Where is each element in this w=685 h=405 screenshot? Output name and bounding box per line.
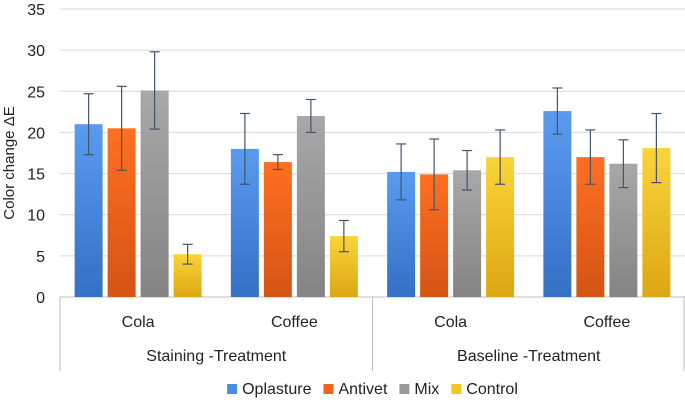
y-tick-label: 20 bbox=[27, 125, 45, 142]
y-tick-label: 15 bbox=[27, 167, 45, 184]
x-axis: Cola Coffee Cola Coffee Staining -Treatment B… bbox=[59, 297, 685, 371]
category-label: Coffee bbox=[271, 314, 318, 331]
legend-label: Antivet bbox=[338, 381, 387, 398]
legend-swatch-control bbox=[451, 384, 462, 394]
category-label: Cola bbox=[122, 314, 155, 331]
bar-oplasture-coffee bbox=[543, 111, 572, 297]
y-axis-title: Color change ΔE bbox=[1, 106, 18, 219]
group-label: Baseline -Treatment bbox=[457, 348, 601, 365]
legend: Oplasture Antivet Mix Control bbox=[227, 381, 518, 398]
bar-mix-cola bbox=[453, 170, 482, 297]
y-tick-label: 0 bbox=[36, 290, 45, 307]
y-tick-label: 35 bbox=[27, 2, 45, 19]
legend-swatch-mix bbox=[399, 384, 410, 394]
error-bars bbox=[83, 51, 662, 265]
category-label: Cola bbox=[434, 314, 467, 331]
legend-swatch-antivet bbox=[323, 384, 334, 394]
legend-label: Control bbox=[466, 381, 518, 398]
y-tick-label: 10 bbox=[27, 208, 45, 225]
legend-label: Mix bbox=[414, 381, 439, 398]
category-label: Coffee bbox=[583, 314, 630, 331]
legend-swatch-oplasture bbox=[227, 384, 238, 394]
bars bbox=[74, 90, 671, 297]
y-tick-label: 25 bbox=[27, 84, 45, 101]
legend-label: Oplasture bbox=[242, 381, 311, 398]
group-label: Staining -Treatment bbox=[146, 348, 286, 365]
bar-mix-coffee bbox=[296, 115, 325, 297]
y-tick-label: 5 bbox=[36, 249, 45, 266]
bar-antivet-coffee bbox=[263, 162, 292, 297]
y-tick-label: 30 bbox=[27, 43, 45, 60]
